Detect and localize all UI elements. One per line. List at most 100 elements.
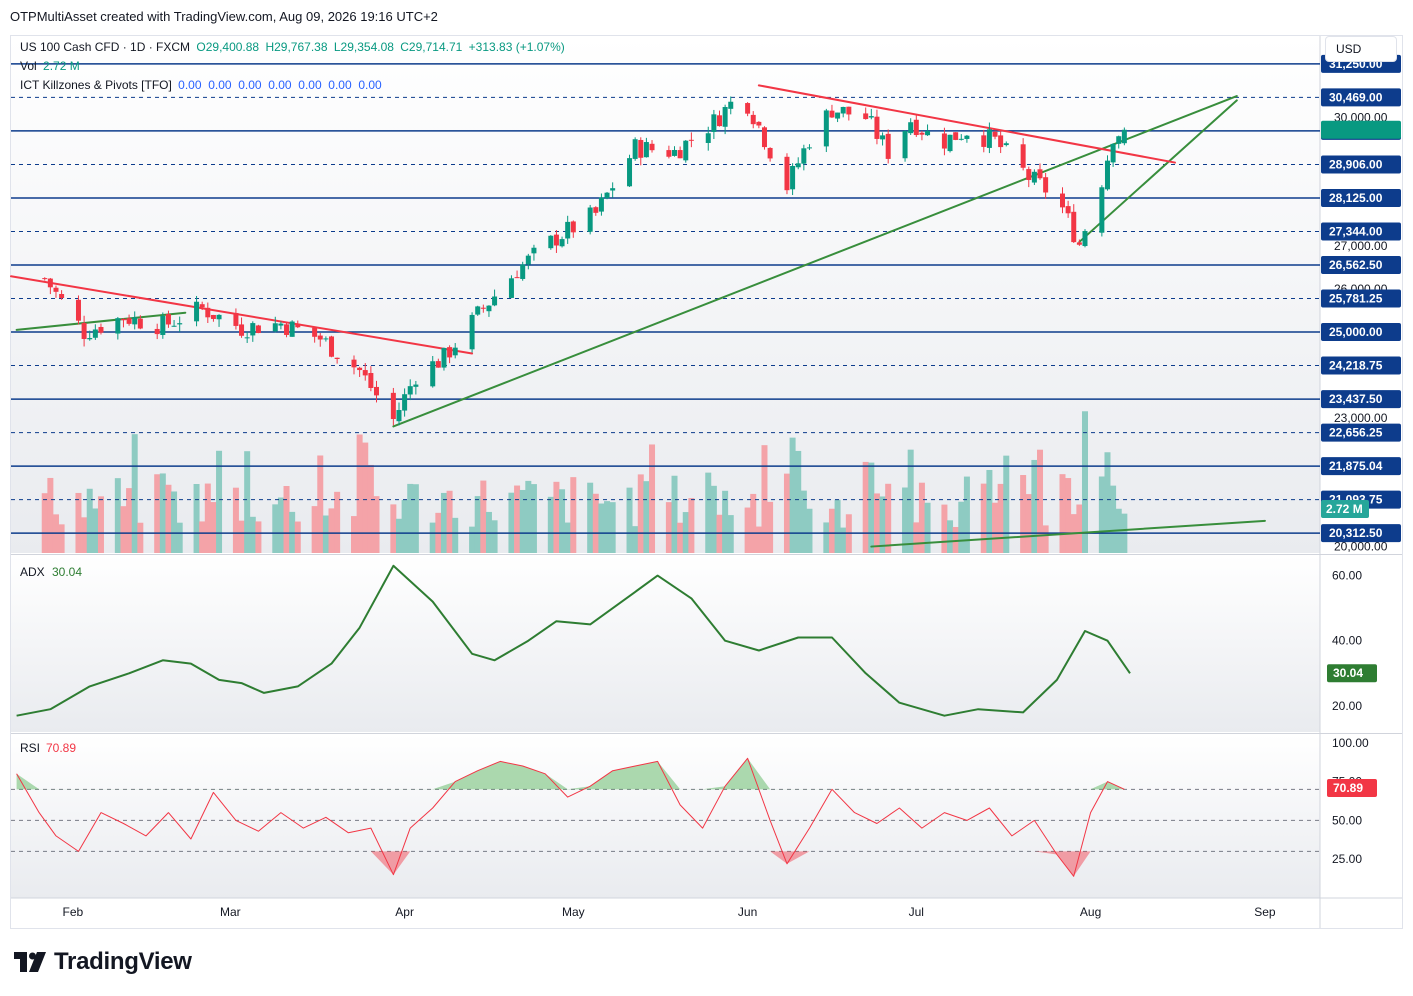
support-trendline [392,95,1238,428]
volume-bar [41,493,48,553]
volume-bar [114,478,121,553]
candle-body [790,165,796,190]
volume-bar [199,521,206,553]
candle-body [171,325,177,327]
candle-body [1116,136,1122,144]
volume-bar [255,521,262,553]
volume-bar [351,516,358,553]
candle-body [627,158,633,187]
volume-bar [783,473,790,553]
short-support-trendline [1078,99,1238,243]
volume-bar [947,520,954,553]
candle-body [115,318,121,334]
volume-bar [1098,476,1105,553]
candle-body [272,323,278,332]
symbol-title: US 100 Cash CFD · 1D · FXCM [20,40,191,54]
candle-body [880,135,886,140]
candle-body [194,301,200,322]
candle-body [992,131,998,137]
tradingview-logo[interactable]: TradingView [14,948,192,976]
candle-body [1099,187,1105,233]
level-label-box [1321,289,1401,308]
volume-bar [193,484,200,553]
candle-body [795,163,801,168]
volume-bar [992,502,999,553]
volume-bar [171,491,178,553]
candle-body [295,323,301,328]
level-label: 28,125.00 [1329,191,1383,205]
volume-bar [75,492,82,553]
candle-body [239,324,245,336]
candle-body [1003,143,1009,146]
volume-bar [165,484,172,553]
candle-body [520,264,526,279]
candle-body [81,323,87,339]
price-tick-label: 27,000.00 [1334,239,1388,253]
volume-bar [407,483,414,553]
volume-bar [840,527,847,553]
price-tick-label: 20,000.00 [1334,540,1388,554]
volume-trendline [870,519,1266,548]
volume-bar [311,506,318,553]
candle-body [840,106,846,114]
level-label-box [1321,256,1401,275]
volume-bar [1042,525,1049,553]
candle-body [1121,129,1127,144]
candle-body [1026,169,1032,180]
attribution-text: OTPMultiAsset created with TradingView.c… [10,9,438,24]
volume-bar [390,504,397,553]
candle-body [98,326,104,333]
symbol-legend[interactable]: US 100 Cash CFD · 1D · FXCM O29,400.88 H… [20,40,568,54]
candle-body [711,114,717,132]
volume-bar [1031,459,1038,553]
level-label: 25,000.00 [1329,325,1383,339]
candle-body [823,110,829,147]
volume-bar [873,493,880,553]
volume-bar [879,496,886,553]
candle-body [75,299,81,321]
candle-body [784,156,790,191]
volume-bar [244,451,251,553]
candle-body [210,314,216,319]
candle-body [199,304,205,308]
volume-bar [92,508,99,553]
volume-bar [637,474,644,553]
candle-body [565,221,571,239]
volume-bar [632,526,639,553]
candle-body [430,361,436,387]
candle-body [514,277,520,279]
level-label: 26,562.50 [1329,258,1383,272]
volume-bar [81,517,88,553]
volume-badge-label: 2.72 M [1326,502,1363,516]
candle-body [289,321,295,337]
volume-bar [86,488,93,553]
ohlc-close: C29,714.71 [400,40,463,54]
adx-value: 30.04 [52,565,82,579]
volume-bar [710,485,717,553]
candle-body [638,139,644,158]
candle-body [407,386,413,395]
time-tick-label: Mar [220,905,241,919]
volume-bar [570,477,577,553]
indicator-legend[interactable]: ICT Killzones & Pivots [TFO] 0.00 0.00 0… [20,78,385,92]
volume-bar [362,442,369,553]
volume-bar [480,480,487,553]
volume-bar [705,472,712,553]
level-label-box [1321,188,1401,207]
candle-body [154,328,160,335]
candle-body [132,317,138,325]
rsi-tick-label: 25.00 [1332,852,1362,866]
volume-legend[interactable]: Vol 2.72 M [20,59,83,73]
level-label-box [1321,155,1401,174]
candle-body [688,139,694,141]
level-label: 27,344.00 [1329,224,1383,238]
currency-button[interactable]: USD [1325,36,1397,62]
volume-bar [272,504,279,553]
volume-bar [216,450,223,553]
candle-body [1076,242,1082,245]
volume-bar [356,434,363,553]
volume-bar [176,522,183,553]
volume-bar [806,508,813,553]
early-trendline [15,311,187,331]
